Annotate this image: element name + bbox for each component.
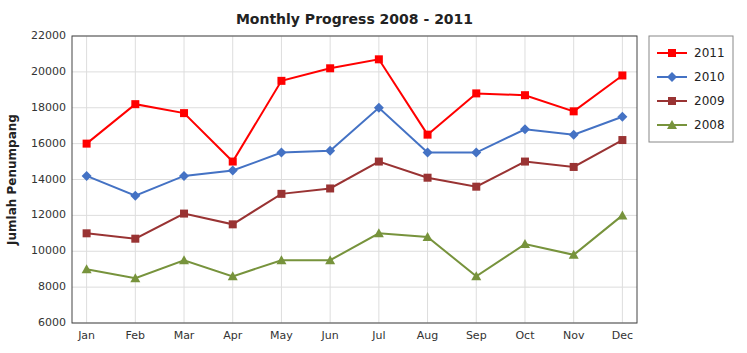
x-tick-label: Dec — [612, 329, 633, 342]
point — [569, 250, 579, 259]
point — [617, 112, 627, 122]
y-tick-label: 10000 — [31, 244, 66, 257]
y-tick-label: 6000 — [38, 316, 66, 329]
point — [229, 220, 237, 228]
legend-label: 2011 — [694, 46, 725, 60]
series-line — [87, 108, 623, 196]
point — [423, 148, 433, 158]
plot-frame — [72, 36, 637, 323]
point — [277, 190, 285, 198]
point — [423, 232, 433, 241]
point — [618, 136, 626, 144]
y-grid-line — [72, 287, 637, 288]
series-line — [87, 215, 623, 278]
x-tick-label: Nov — [563, 329, 585, 342]
y-tick-label: 16000 — [31, 137, 66, 150]
point — [472, 89, 480, 97]
point — [130, 191, 140, 201]
x-grid-line — [378, 36, 379, 323]
x-grid-line — [524, 36, 525, 323]
point — [82, 264, 92, 273]
y-grid-line — [72, 215, 637, 216]
y-grid-line — [72, 179, 637, 180]
x-tick-label: May — [270, 329, 293, 342]
point — [179, 171, 189, 181]
y-axis-label: Jumlah Penumpang — [5, 114, 19, 246]
point — [276, 148, 286, 158]
point — [570, 163, 578, 171]
x-tick-label: Aug — [417, 329, 438, 342]
point — [83, 140, 91, 148]
x-tick-label: Apr — [223, 329, 243, 342]
legend-marker — [667, 72, 677, 82]
x-tick-label: Sep — [466, 329, 487, 342]
point — [229, 158, 237, 166]
legend-marker — [667, 120, 677, 129]
x-tick-label: Jun — [321, 329, 339, 342]
y-tick-label: 14000 — [31, 173, 66, 186]
point — [569, 130, 579, 140]
point — [131, 100, 139, 108]
y-grid-line — [72, 71, 637, 72]
chart: 6000 8000 10000 12000 14000 16000 18000 20000 22… — [0, 0, 747, 353]
legend-label: 2010 — [694, 70, 725, 84]
point — [374, 228, 384, 237]
point — [228, 166, 238, 176]
y-tick-label: 22000 — [31, 29, 66, 42]
point — [326, 64, 334, 72]
x-tick-label: Jul — [371, 329, 385, 342]
x-tick-label: Mar — [174, 329, 195, 342]
y-tick-label: 20000 — [31, 65, 66, 78]
y-tick-label: 18000 — [31, 101, 66, 114]
point — [131, 235, 139, 243]
legend-label: 2009 — [694, 94, 725, 108]
x-tick-label: Jan — [77, 329, 95, 342]
point — [471, 271, 481, 280]
point — [374, 103, 384, 113]
data — [82, 55, 628, 282]
point — [180, 210, 188, 218]
point — [471, 148, 481, 158]
point — [521, 91, 529, 99]
grid — [72, 36, 637, 323]
y-tick-label: 8000 — [38, 280, 66, 293]
point — [570, 107, 578, 115]
point — [618, 71, 626, 79]
x-grid-line — [330, 36, 331, 323]
point — [520, 239, 530, 248]
point — [180, 109, 188, 117]
legend-marker — [668, 97, 676, 105]
point — [277, 77, 285, 85]
point — [82, 171, 92, 181]
point — [472, 183, 480, 191]
legend-marker — [668, 49, 676, 57]
point — [375, 158, 383, 166]
point — [424, 174, 432, 182]
point — [617, 210, 627, 219]
point — [325, 255, 335, 264]
y-tick-label: 12000 — [31, 208, 66, 221]
point — [520, 124, 530, 134]
x-tick-label: Oct — [515, 329, 535, 342]
series-line — [87, 59, 623, 161]
x-grid-line — [573, 36, 574, 323]
point — [228, 271, 238, 280]
series-line — [87, 140, 623, 239]
title: Monthly Progress 2008 - 2011 — [236, 11, 473, 27]
y-grid-line — [72, 143, 637, 144]
legend: 2011 2010 2009 2008 — [649, 36, 733, 142]
point — [424, 131, 432, 139]
point — [325, 146, 335, 156]
point — [130, 273, 140, 282]
point — [375, 55, 383, 63]
x-tick-label: Feb — [126, 329, 145, 342]
legend-label: 2008 — [694, 118, 725, 132]
point — [179, 255, 189, 264]
point — [276, 255, 286, 264]
legend-box — [649, 36, 733, 142]
point — [83, 229, 91, 237]
point — [326, 184, 334, 192]
point — [521, 158, 529, 166]
